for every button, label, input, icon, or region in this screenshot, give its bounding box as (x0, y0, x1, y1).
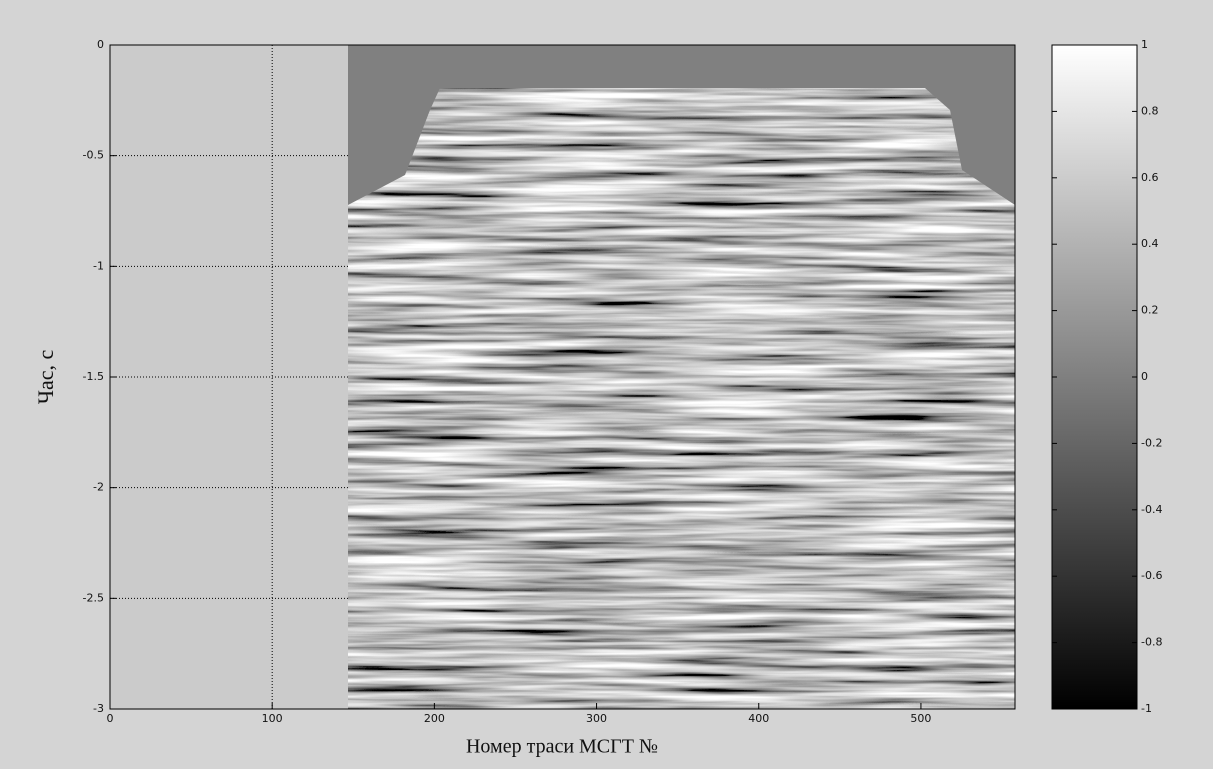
colorbar-tick-label: -0.8 (1141, 636, 1162, 649)
colorbar-tick-label: 0.2 (1141, 304, 1159, 317)
y-tick-label: -1 (93, 259, 104, 272)
y-axis-label: Час, с (33, 349, 58, 404)
x-tick-label: 300 (586, 712, 607, 725)
colorbar-tick-label: 0.4 (1141, 237, 1159, 250)
colorbar-tick-label: -0.4 (1141, 503, 1162, 516)
colorbar-tick-label: -0.6 (1141, 569, 1162, 582)
colorbar-tick-label: -0.2 (1141, 436, 1162, 449)
x-tick-label: 400 (748, 712, 769, 725)
x-tick-label: 0 (107, 712, 114, 725)
colorbar-tick-label: 0.6 (1141, 171, 1159, 184)
colorbar-tick-label: 1 (1141, 38, 1148, 51)
y-tick-label: -3 (93, 702, 104, 715)
seismic-image (348, 88, 1015, 709)
colorbar-tick-label: 0.8 (1141, 104, 1159, 117)
x-axis-label: Номер траси МСГТ № (466, 736, 658, 758)
colorbar-tick-label: -1 (1141, 702, 1152, 715)
x-tick-label: 200 (424, 712, 445, 725)
y-tick-label: 0 (97, 38, 104, 51)
colorbar-tick-label: 0 (1141, 370, 1148, 383)
y-tick-label: -0.5 (83, 149, 104, 162)
x-tick-label: 500 (910, 712, 931, 725)
y-tick-label: -2 (93, 481, 104, 494)
y-tick-label: -2.5 (83, 591, 104, 604)
colorbar (1051, 44, 1138, 710)
x-tick-label: 100 (262, 712, 283, 725)
y-tick-label: -1.5 (83, 370, 104, 383)
